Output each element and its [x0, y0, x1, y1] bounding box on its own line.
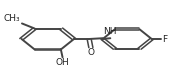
Text: CH₃: CH₃ [4, 14, 20, 23]
Text: NH: NH [104, 27, 117, 36]
Text: F: F [162, 34, 167, 44]
Text: O: O [87, 48, 94, 57]
Text: OH: OH [56, 58, 69, 67]
